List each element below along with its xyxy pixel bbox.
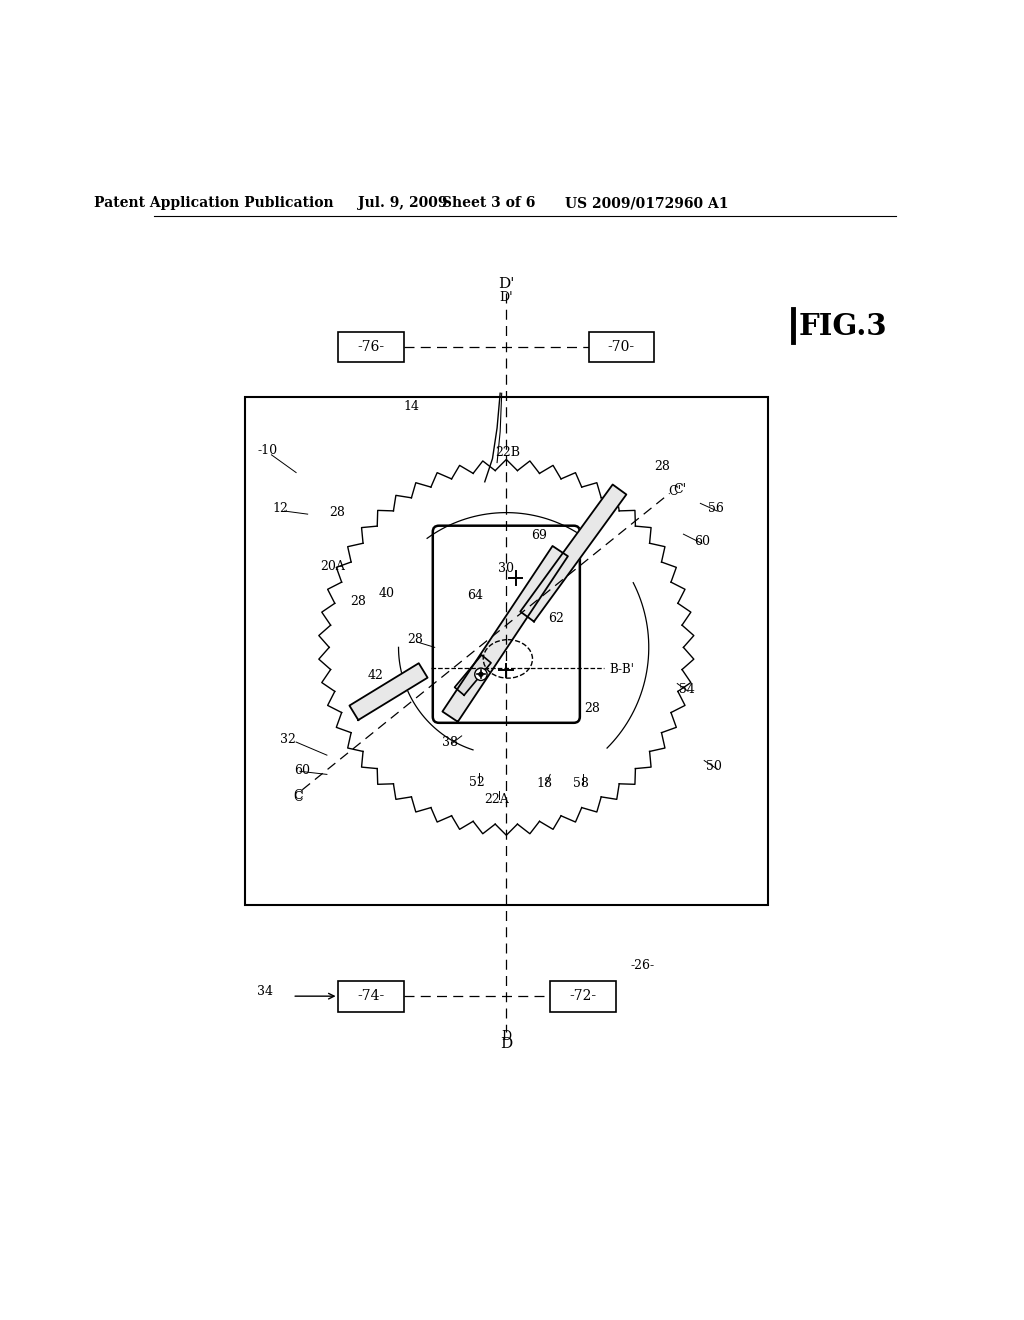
Text: -72-: -72- xyxy=(569,989,597,1003)
Text: 42: 42 xyxy=(368,669,383,682)
Text: B-B': B-B' xyxy=(609,663,635,676)
Text: 20A: 20A xyxy=(319,560,345,573)
Text: 22B: 22B xyxy=(496,446,520,459)
Text: 28: 28 xyxy=(585,702,600,715)
Text: 38: 38 xyxy=(442,735,458,748)
Text: 60: 60 xyxy=(694,536,710,548)
Text: C: C xyxy=(294,789,303,803)
Text: -70-: -70- xyxy=(608,341,635,354)
Bar xyxy=(550,981,615,1011)
Circle shape xyxy=(478,672,483,677)
Text: 40: 40 xyxy=(378,587,394,601)
Text: 50: 50 xyxy=(707,760,722,774)
Text: D: D xyxy=(502,1030,511,1043)
Text: 22A: 22A xyxy=(484,792,509,805)
Text: FIG.3: FIG.3 xyxy=(799,312,888,341)
Text: -74-: -74- xyxy=(357,989,385,1003)
Text: 12: 12 xyxy=(272,502,289,515)
Text: US 2009/0172960 A1: US 2009/0172960 A1 xyxy=(564,197,728,210)
Text: C: C xyxy=(293,791,303,804)
Bar xyxy=(245,397,768,906)
Text: 62: 62 xyxy=(548,612,563,626)
FancyBboxPatch shape xyxy=(433,525,580,723)
Text: C': C' xyxy=(674,483,686,496)
Text: 14: 14 xyxy=(403,400,420,413)
Bar xyxy=(589,331,654,363)
Polygon shape xyxy=(520,484,627,622)
Polygon shape xyxy=(349,663,428,719)
Bar xyxy=(339,981,403,1011)
Text: 34: 34 xyxy=(257,985,273,998)
Text: C': C' xyxy=(669,484,682,498)
Text: D: D xyxy=(500,1038,512,1051)
Text: 60: 60 xyxy=(294,764,310,777)
Polygon shape xyxy=(330,470,683,825)
Text: Jul. 9, 2009: Jul. 9, 2009 xyxy=(357,197,447,210)
Circle shape xyxy=(475,668,487,681)
Text: 69: 69 xyxy=(530,529,547,543)
Text: 64: 64 xyxy=(467,589,482,602)
Text: 28: 28 xyxy=(654,459,670,473)
Text: 56: 56 xyxy=(708,502,724,515)
Text: 58: 58 xyxy=(573,777,589,791)
Text: 28: 28 xyxy=(329,506,345,519)
Text: D': D' xyxy=(500,290,513,304)
Text: 54: 54 xyxy=(679,684,694,696)
Text: Patent Application Publication: Patent Application Publication xyxy=(94,197,334,210)
Text: 52: 52 xyxy=(469,776,485,788)
Text: 30: 30 xyxy=(499,561,514,574)
Text: 28: 28 xyxy=(408,634,423,647)
Bar xyxy=(339,331,403,363)
Text: -76-: -76- xyxy=(357,341,385,354)
Polygon shape xyxy=(442,546,568,722)
Polygon shape xyxy=(455,655,492,696)
Text: 18: 18 xyxy=(537,777,553,791)
Text: 28: 28 xyxy=(350,594,366,607)
Text: -10: -10 xyxy=(258,445,278,458)
Text: 32: 32 xyxy=(281,733,296,746)
Text: Sheet 3 of 6: Sheet 3 of 6 xyxy=(442,197,536,210)
Text: -26-: -26- xyxy=(631,958,654,972)
Text: D': D' xyxy=(498,277,514,290)
